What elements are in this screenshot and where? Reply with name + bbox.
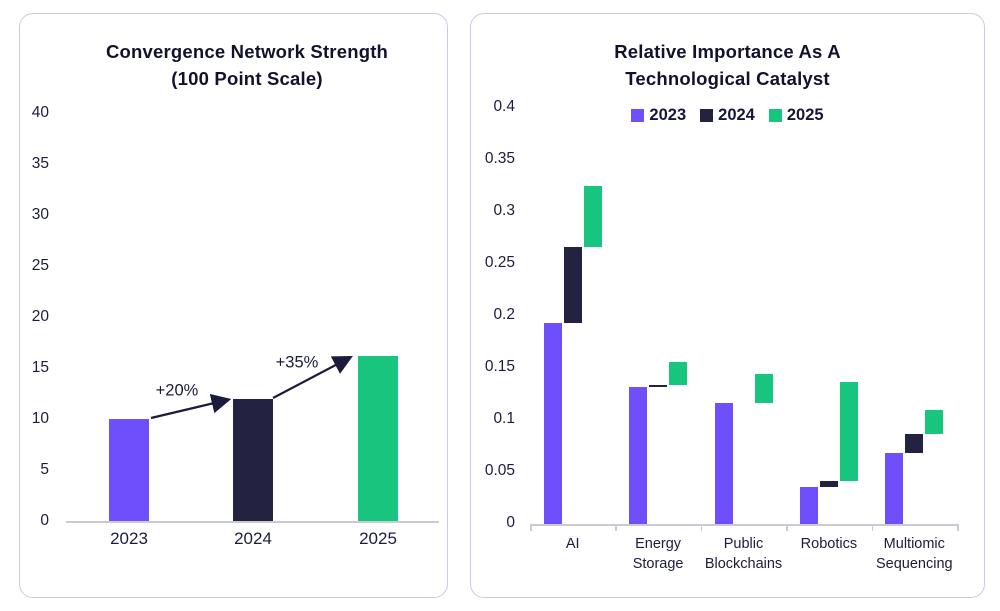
legend-swatch-2023-icon (631, 109, 645, 122)
bar-2023-2 (714, 403, 733, 524)
y-tick-label-0.2: 0.2 (493, 306, 515, 323)
x-axis-tick-mark (530, 524, 532, 531)
x-category-label-line: AI (565, 536, 580, 552)
x-axis-tick-mark (700, 524, 703, 531)
bar-2023-1 (629, 386, 648, 524)
y-tick-label-30: 30 (31, 206, 49, 223)
x-category-label-2023: 2023 (110, 529, 148, 548)
x-category-label-1: Energy Storage (610, 534, 706, 574)
relative-importance-plot-area: 0.4 0.35 0.3 0.25 0.2 0.15 0.1 0.05 0 AI Energy Sto… (471, 14, 984, 597)
bar-2023-0 (543, 323, 562, 524)
y-tick-label-10: 10 (31, 410, 49, 427)
chart-title-line-2: Technological Catalyst (625, 68, 830, 89)
bar-2023-4 (885, 453, 904, 524)
bar-2023-3 (799, 486, 818, 524)
y-tick-label-0.05: 0.05 (484, 462, 515, 479)
x-category-label-line: Sequencing (876, 556, 953, 572)
x-category-label-line: Energy (635, 536, 682, 552)
legend: 2023 2024 2025 (471, 106, 984, 125)
chart-title-line-1: Relative Importance As A (614, 41, 841, 62)
bar-2025-1 (669, 361, 688, 385)
x-axis-tick-mark (615, 524, 617, 531)
x-axis-tick-mark (786, 524, 788, 531)
x-axis-line (66, 521, 439, 523)
y-tick-label-0.4: 0.4 (493, 98, 515, 115)
bar-2023 (109, 419, 149, 521)
legend-item-2023: 2023 (631, 106, 686, 125)
x-category-label-line: Public (723, 536, 764, 552)
bar-2024-4 (905, 433, 924, 454)
convergence-network-strength-card: Convergence Network Strength (100 Point … (19, 13, 448, 598)
x-category-label-3: Robotics (781, 534, 877, 554)
y-tick-label-20: 20 (31, 308, 49, 325)
y-tick-label-0.1: 0.1 (493, 410, 515, 427)
y-tick-label-15: 15 (31, 359, 49, 376)
y-tick-label-35: 35 (31, 155, 49, 172)
y-tick-label-0.3: 0.3 (493, 202, 515, 219)
growth-annotation-35pct: +35% (275, 353, 319, 372)
bar-2025-2 (754, 374, 773, 404)
x-category-label-line: Blockchains (704, 556, 783, 572)
y-tick-label-25: 25 (31, 257, 49, 274)
x-category-label-line: Multiomic (883, 536, 945, 552)
y-tick-label-40: 40 (31, 104, 49, 121)
bar-2024-3 (819, 481, 838, 487)
convergence-plot-area: +20% +35% 0 5 10 15 20 25 30 35 40 2023 2024 2025 (20, 14, 447, 597)
legend-label-2024: 2024 (718, 106, 755, 124)
legend-label-2025: 2025 (786, 106, 824, 124)
y-tick-label-0.25: 0.25 (484, 254, 515, 271)
convergence-chart-title: Convergence Network Strength (100 Point … (47, 38, 447, 92)
x-axis-tick-mark (871, 524, 874, 531)
x-category-label-2025: 2025 (359, 529, 397, 548)
relative-importance-chart-title: Relative Importance As A Technological C… (471, 38, 984, 92)
y-tick-label-0: 0 (506, 514, 515, 531)
bar-2025 (358, 355, 398, 521)
chart-title-line-1: Convergence Network Strength (105, 41, 389, 62)
bar-2025-0 (583, 186, 602, 248)
y-tick-label-5: 5 (40, 461, 49, 478)
bar-2024-0 (563, 247, 582, 324)
y-tick-label-0.15: 0.15 (484, 358, 515, 375)
y-tick-label-0: 0 (40, 512, 49, 529)
bar-2025-4 (925, 409, 944, 434)
x-category-label-line: Robotics (800, 536, 858, 552)
growth-arrow-2023-2024 (150, 393, 232, 420)
x-category-label-2: Public Blockchains (696, 534, 792, 574)
x-axis-line (530, 524, 958, 526)
x-category-label-2024: 2024 (234, 529, 272, 548)
legend-item-2024: 2024 (700, 106, 755, 125)
legend-item-2025: 2025 (768, 106, 824, 125)
legend-swatch-2025-icon (768, 109, 782, 122)
x-category-label-0: AI (525, 534, 621, 554)
legend-swatch-2024-icon (700, 109, 714, 122)
relative-importance-card: Relative Importance As A Technological C… (470, 13, 985, 598)
bar-2024-1 (649, 384, 668, 387)
growth-annotation-20pct: +20% (155, 381, 199, 400)
x-category-label-4: Multiomic Sequencing (866, 534, 962, 574)
legend-label-2023: 2023 (649, 106, 687, 124)
chart-title-line-2: (100 Point Scale) (171, 68, 323, 89)
bar-2025-3 (839, 381, 858, 482)
x-axis-tick-mark (957, 524, 959, 531)
y-tick-label-0.35: 0.35 (484, 150, 515, 167)
bar-2024 (233, 398, 273, 521)
x-category-label-line: Storage (632, 556, 684, 572)
